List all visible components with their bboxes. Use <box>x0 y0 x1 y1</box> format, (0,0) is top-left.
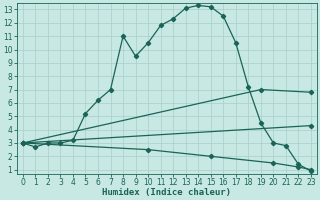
X-axis label: Humidex (Indice chaleur): Humidex (Indice chaleur) <box>102 188 231 197</box>
